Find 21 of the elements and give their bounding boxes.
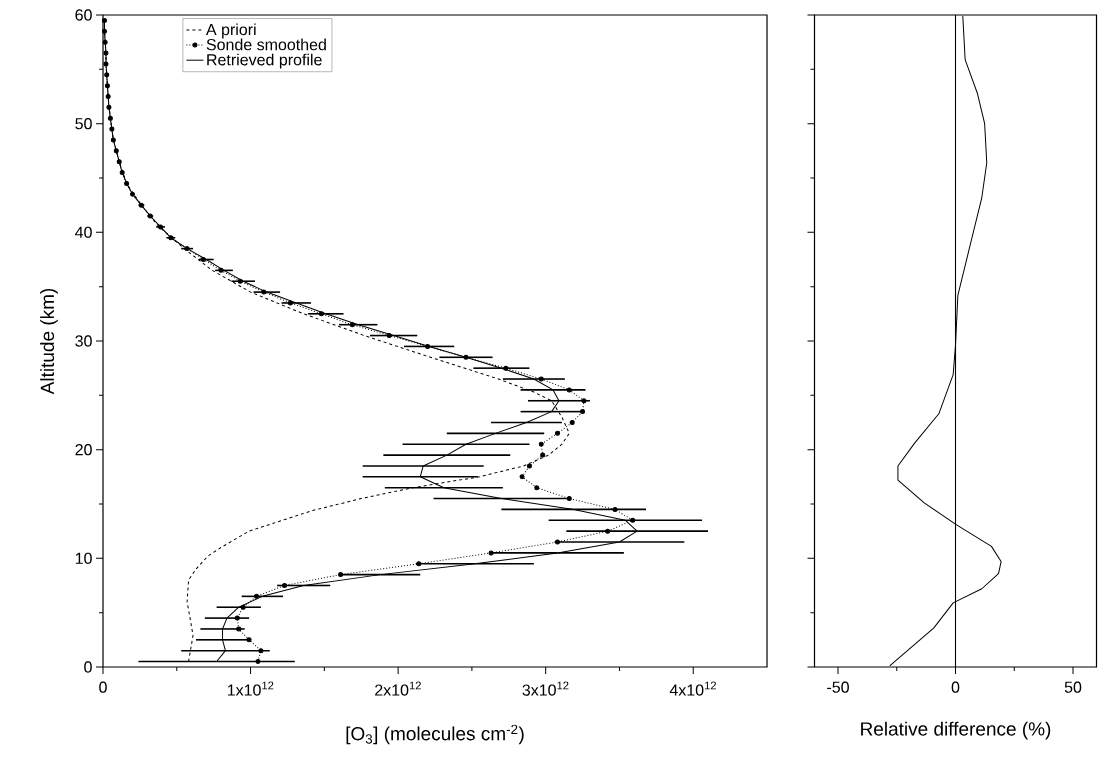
y-tick-label: 40 (75, 226, 92, 238)
x-tick-label: 2x10$^{12}$ (375, 681, 421, 696)
legend-label: A priori (205, 23, 256, 39)
y-tick-label: 10 (75, 552, 92, 564)
x-axis-title: [O$_{3}$] (molecules cm$^{-2}$) (346, 724, 524, 745)
x-tick-label: 0 (951, 681, 960, 693)
legend-label: Retrieved profile (207, 53, 322, 69)
x-axis-title: Relative difference (%) (861, 721, 1051, 740)
y-tick-label: 0 (84, 661, 92, 673)
legend-label: Sonde smoothed (206, 38, 326, 51)
x-tick-label: 3x10$^{12}$ (522, 681, 569, 696)
x-tick-label: 50 (1064, 681, 1082, 693)
y-tick-label: 20 (75, 444, 92, 456)
x-tick-label: 4x10$^{12}$ (669, 681, 716, 696)
y-tick-label: 50 (75, 118, 92, 130)
x-tick-label: 0 (99, 681, 107, 693)
y-tick-label: 30 (75, 335, 92, 347)
x-tick-label: -50 (827, 681, 849, 693)
y-axis-title: Altitude (km) (40, 288, 58, 395)
x-tick-label: 1x10$^{12}$ (227, 681, 274, 696)
y-tick-label: 60 (75, 9, 92, 21)
